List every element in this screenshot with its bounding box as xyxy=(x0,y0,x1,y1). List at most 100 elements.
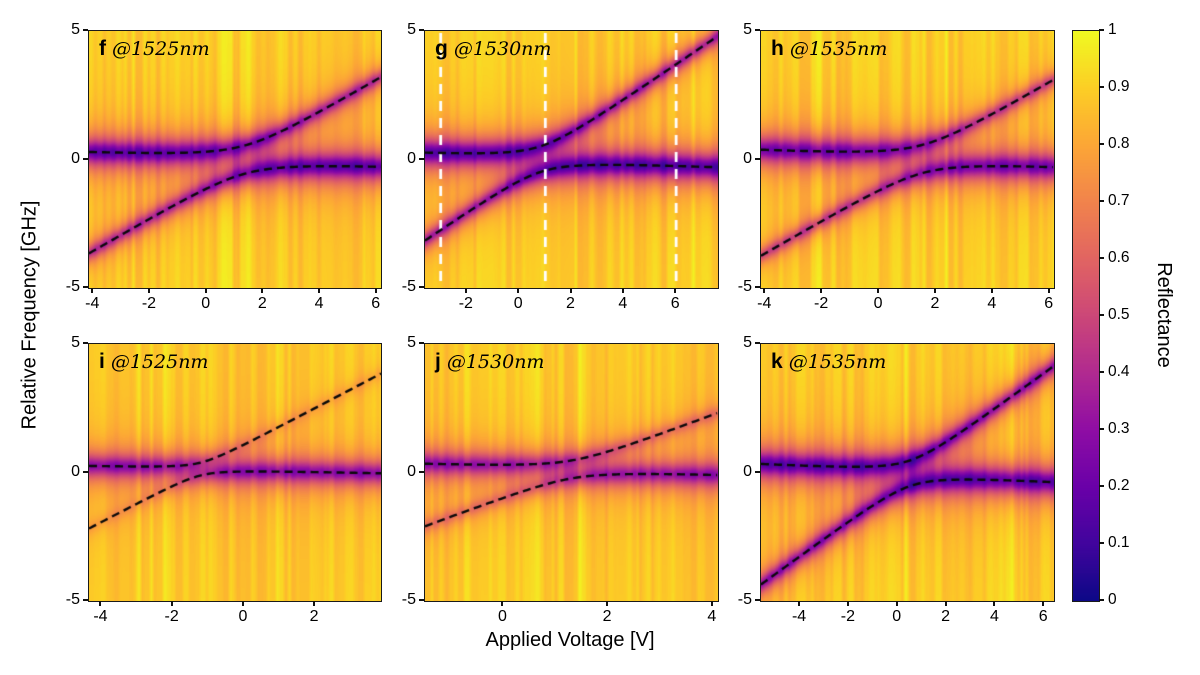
x-tick-mark xyxy=(517,288,520,293)
panel-h: h @1535nm -4 -2 0 2 4 6 5 0 -5 xyxy=(738,21,1055,312)
x-tick-mark xyxy=(846,601,849,606)
y-tick-label: 5 xyxy=(743,334,752,351)
x-tick-label: 2 xyxy=(941,608,951,625)
x-tick-label: -2 xyxy=(814,295,829,312)
y-tick-mark xyxy=(755,599,760,601)
colorbar-tick-mark xyxy=(1099,257,1104,259)
x-tick-mark xyxy=(820,288,823,293)
colorbar-tick-label: 0.5 xyxy=(1108,306,1130,323)
colorbar-tick-label: 0.7 xyxy=(1108,192,1130,209)
colorbar-label: Reflectance xyxy=(1153,262,1175,368)
colorbar-tick-mark xyxy=(1099,599,1104,601)
y-tick-label: 5 xyxy=(71,334,80,351)
colorbar-tick-mark xyxy=(1099,86,1104,88)
y-tick-mark xyxy=(755,342,760,344)
colorbar-tick-label: 0.8 xyxy=(1108,135,1130,152)
y-tick-label: 0 xyxy=(407,149,416,167)
colorbar-tick-mark xyxy=(1099,485,1104,487)
y-tick-label: -5 xyxy=(401,278,416,295)
y-tick-mark xyxy=(83,342,88,344)
heatmap-canvas-h xyxy=(760,30,1055,289)
x-tick-mark xyxy=(318,288,321,293)
y-tick-mark xyxy=(755,157,760,160)
colorbar-tick-mark xyxy=(1099,200,1104,202)
x-tick-label: 2 xyxy=(930,295,940,312)
colorbar-tick-label: 0.1 xyxy=(1108,534,1130,551)
x-tick-label: -4 xyxy=(93,608,108,625)
x-tick-label: 0 xyxy=(201,295,211,312)
x-tick-label: 4 xyxy=(707,608,717,625)
colorbar: 0 0.1 0.2 0.3 0.4 0.5 0.6 0.7 0.8 0.9 1 xyxy=(1072,21,1130,608)
x-tick-label: 2 xyxy=(566,295,575,312)
colorbar-tick-mark xyxy=(1099,428,1104,430)
x-tick-label: -2 xyxy=(458,295,473,312)
x-tick-label: 6 xyxy=(1044,295,1054,312)
x-tick-label: -2 xyxy=(840,608,856,625)
x-tick-label: 4 xyxy=(618,295,628,312)
x-tick-label: 2 xyxy=(257,295,267,312)
colorbar-tick-label: 1 xyxy=(1108,21,1117,38)
heatmap-canvas-i xyxy=(88,343,382,602)
x-tick-label: -4 xyxy=(791,608,807,625)
x-tick-mark xyxy=(204,288,207,293)
x-tick-mark xyxy=(464,288,467,293)
y-tick-label: 5 xyxy=(71,21,80,38)
panel-k: k @1535nm -4 -2 0 2 4 6 5 0 -5 xyxy=(738,334,1055,625)
x-tick-mark xyxy=(261,288,264,293)
colorbar-tick-label: 0 xyxy=(1108,591,1117,608)
y-tick-mark xyxy=(755,29,760,31)
x-tick-mark xyxy=(710,601,713,606)
x-tick-label: 6 xyxy=(1038,608,1048,625)
x-tick-label: 0 xyxy=(238,608,248,625)
y-tick-mark xyxy=(83,599,88,601)
y-tick-mark xyxy=(83,29,88,31)
x-tick-label: -2 xyxy=(164,608,179,625)
y-tick-mark xyxy=(419,29,424,31)
x-tick-label: 6 xyxy=(371,295,381,312)
heatmap-canvas-j xyxy=(424,343,719,602)
y-tick-label: 5 xyxy=(407,21,416,38)
x-tick-mark xyxy=(621,288,624,293)
y-tick-label: -5 xyxy=(65,591,80,608)
x-tick-mark xyxy=(990,288,993,293)
y-tick-label: 0 xyxy=(743,149,752,167)
x-tick-mark xyxy=(895,601,898,606)
colorbar-tick-mark xyxy=(1099,371,1104,373)
colorbar-tick-mark xyxy=(1099,143,1104,145)
x-tick-mark xyxy=(313,601,316,606)
y-tick-mark xyxy=(755,470,760,473)
x-tick-label: 0 xyxy=(513,295,523,312)
x-tick-mark xyxy=(763,288,766,293)
x-tick-mark xyxy=(569,288,572,293)
y-tick-label: -5 xyxy=(401,591,416,608)
y-tick-label: 0 xyxy=(71,462,80,480)
x-tick-mark xyxy=(798,601,801,606)
x-tick-label: 4 xyxy=(314,295,324,312)
y-tick-label: -5 xyxy=(65,278,80,295)
colorbar-gradient xyxy=(1072,30,1100,602)
panel-f: f @1525nm -4 -2 0 2 4 6 5 0 -5 xyxy=(66,21,382,312)
y-tick-mark xyxy=(755,286,760,288)
panel-j: j @1530nm 0 2 4 5 0 -5 xyxy=(402,334,719,625)
y-tick-label: -5 xyxy=(737,591,752,608)
x-axis-label: Applied Voltage [V] xyxy=(485,629,655,651)
y-tick-label: 0 xyxy=(71,149,80,167)
colorbar-tick-label: 0.9 xyxy=(1108,78,1130,95)
x-tick-mark xyxy=(1042,601,1045,606)
x-tick-label: -4 xyxy=(85,295,100,312)
y-tick-label: 0 xyxy=(743,462,752,480)
colorbar-tick-mark xyxy=(1099,542,1104,544)
y-tick-mark xyxy=(419,157,424,160)
y-tick-mark xyxy=(83,157,88,160)
x-tick-mark xyxy=(944,601,947,606)
colorbar-tick-label: 0.3 xyxy=(1108,420,1130,437)
colorbar-tick-label: 0.4 xyxy=(1108,363,1130,380)
y-tick-mark xyxy=(83,470,88,473)
x-tick-mark xyxy=(241,601,244,606)
heatmap-canvas-f xyxy=(88,30,382,289)
x-tick-label: 6 xyxy=(670,295,680,312)
colorbar-tick-label: 0.2 xyxy=(1108,477,1130,494)
panel-g: g @1530nm -2 0 2 4 6 5 0 -5 xyxy=(402,21,719,312)
x-tick-mark xyxy=(606,601,609,606)
x-tick-label: 0 xyxy=(498,608,507,625)
